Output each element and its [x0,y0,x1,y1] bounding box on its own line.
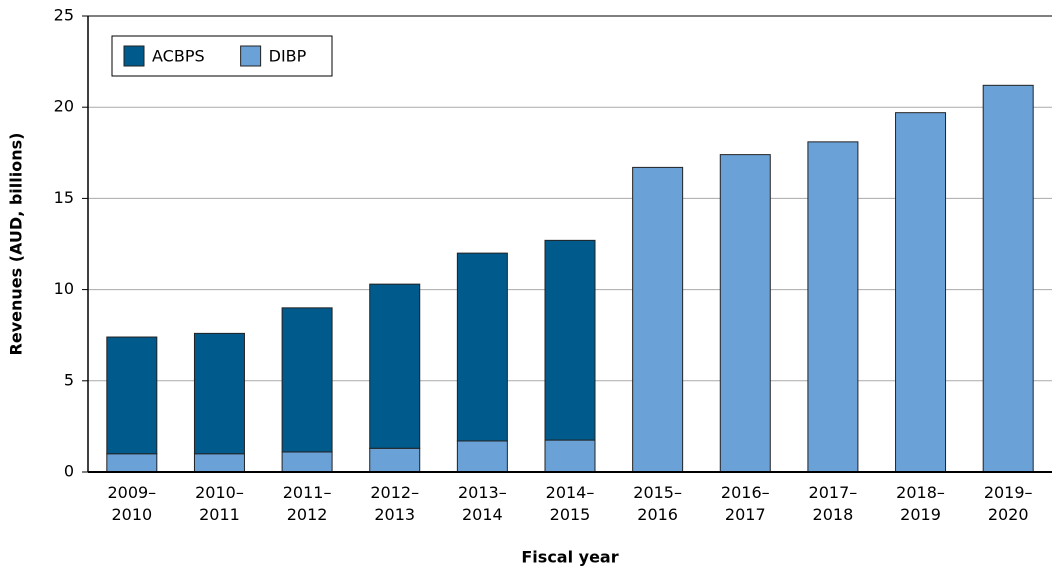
bar-segment [369,283,421,449]
x-tick-label: 2016–2017 [720,483,770,524]
y-tick-label: 20 [54,97,74,116]
x-axis-title: Fiscal year [521,548,618,567]
x-tick-label: 2013–2014 [458,483,507,524]
bar-segment [982,84,1034,473]
x-tick-label: 2011–2012 [282,483,332,524]
bar-segment [719,154,771,473]
legend-box [111,35,333,77]
legend-label: DIBP [269,47,307,66]
x-tick-label: 2014–2015 [545,483,595,524]
legend-label: ACBPS [152,47,205,66]
y-tick-label: 15 [54,188,74,207]
x-tick-label: 2009–2010 [107,483,157,524]
x-tick-label: 2015–2016 [633,483,682,524]
x-tick-label: 2019–2020 [983,483,1033,524]
bar-segment [281,451,333,473]
bar-segment [544,239,596,441]
y-tick-label: 0 [64,462,74,481]
bar-segment [456,252,508,442]
legend-swatch [240,45,262,67]
bar-segment [106,453,158,473]
x-tick-label: 2017–2018 [808,483,858,524]
x-tick-label: 2018–2019 [896,483,945,524]
y-tick-label: 5 [64,370,74,389]
x-tick-label: 2012–2013 [370,483,420,524]
bar-segment [807,141,859,473]
bar-segment [369,447,421,473]
bar-segment [544,439,596,473]
x-tick-label: 2010–2011 [195,483,244,524]
bar-segment [456,440,508,473]
bar-segment [281,307,333,453]
y-tick-label: 10 [54,279,74,298]
y-tick-label: 25 [54,6,74,25]
bar-segment [632,166,684,473]
bar-segment [193,453,245,473]
bar-segment [106,336,158,455]
legend-swatch [123,45,145,67]
bar-segment [193,332,245,455]
y-axis-title: Revenues (AUD, billions) [7,133,26,356]
bar-segment [895,112,947,473]
